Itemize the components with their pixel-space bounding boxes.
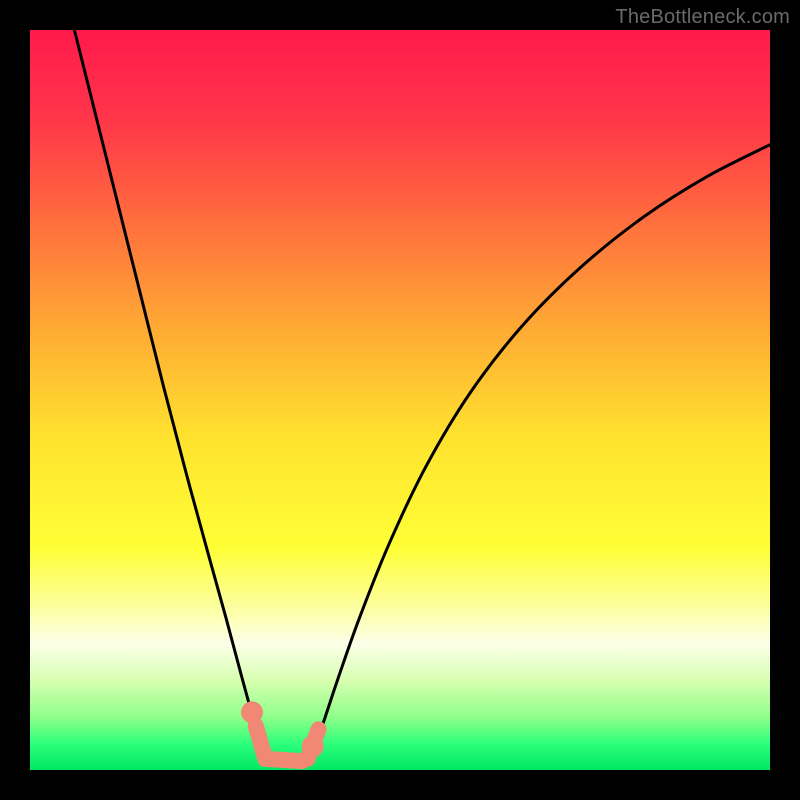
chart-plot-area [30, 30, 770, 770]
watermark-text: TheBottleneck.com [615, 6, 790, 29]
curve-layer [30, 30, 770, 770]
highlight-segment [265, 759, 302, 761]
bottleneck-curve [74, 30, 770, 766]
highlight-dot [302, 735, 324, 757]
highlight-dot [241, 701, 263, 723]
